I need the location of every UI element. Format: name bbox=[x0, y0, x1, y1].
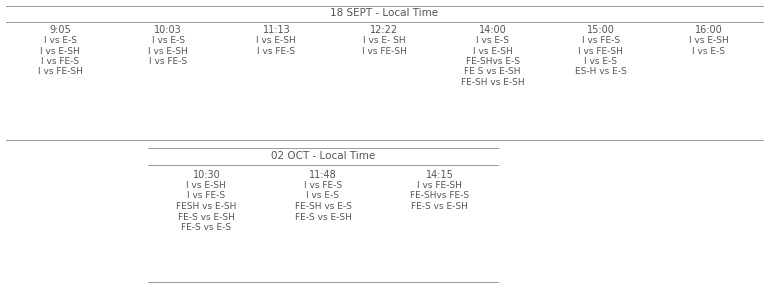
Text: I vs E-S: I vs E-S bbox=[307, 192, 339, 200]
Text: I vs FE-S: I vs FE-S bbox=[258, 46, 295, 56]
Text: I vs E-S: I vs E-S bbox=[44, 36, 77, 45]
Text: I vs E-S: I vs E-S bbox=[692, 46, 725, 56]
Text: FE S vs E-SH: FE S vs E-SH bbox=[464, 67, 521, 77]
Text: 10:30: 10:30 bbox=[192, 170, 220, 180]
Text: I vs FE-SH: I vs FE-SH bbox=[578, 46, 623, 56]
Text: I vs FE-SH: I vs FE-SH bbox=[362, 46, 407, 56]
Text: FE-SH vs E-S: FE-SH vs E-S bbox=[295, 202, 351, 211]
Text: I vs FE-SH: I vs FE-SH bbox=[38, 67, 82, 77]
Text: I vs E-SH: I vs E-SH bbox=[148, 46, 188, 56]
Text: 16:00: 16:00 bbox=[695, 25, 723, 35]
Text: 18 SEPT - Local Time: 18 SEPT - Local Time bbox=[331, 8, 438, 18]
Text: I vs E-SH: I vs E-SH bbox=[473, 46, 512, 56]
Text: I vs FE-SH: I vs FE-SH bbox=[418, 181, 462, 190]
Text: 02 OCT - Local Time: 02 OCT - Local Time bbox=[271, 151, 375, 161]
Text: 14:15: 14:15 bbox=[426, 170, 454, 180]
Text: ES-H vs E-S: ES-H vs E-S bbox=[575, 67, 627, 77]
Text: I vs FE-S: I vs FE-S bbox=[304, 181, 342, 190]
Text: 15:00: 15:00 bbox=[587, 25, 614, 35]
Text: I vs FE-S: I vs FE-S bbox=[581, 36, 620, 45]
Text: FE-S vs E-SH: FE-S vs E-SH bbox=[178, 213, 235, 221]
Text: FESH vs E-SH: FESH vs E-SH bbox=[176, 202, 237, 211]
Text: FE-SHvs FE-S: FE-SHvs FE-S bbox=[410, 192, 469, 200]
Text: I vs FE-S: I vs FE-S bbox=[41, 57, 79, 66]
Text: I vs E-S: I vs E-S bbox=[476, 36, 509, 45]
Text: I vs E-S: I vs E-S bbox=[584, 57, 618, 66]
Text: I vs E-SH: I vs E-SH bbox=[689, 36, 729, 45]
Text: 11:13: 11:13 bbox=[262, 25, 290, 35]
Text: FE-SHvs E-S: FE-SHvs E-S bbox=[466, 57, 520, 66]
Text: FE-SH vs E-SH: FE-SH vs E-SH bbox=[461, 78, 524, 87]
Text: FE-S vs E-SH: FE-S vs E-SH bbox=[411, 202, 468, 211]
Text: 11:48: 11:48 bbox=[309, 170, 337, 180]
Text: 14:00: 14:00 bbox=[479, 25, 507, 35]
Text: FE-S vs E-S: FE-S vs E-S bbox=[181, 223, 231, 232]
Text: 10:03: 10:03 bbox=[155, 25, 182, 35]
Text: I vs E-SH: I vs E-SH bbox=[186, 181, 226, 190]
Text: I vs E-SH: I vs E-SH bbox=[257, 36, 296, 45]
Text: I vs E- SH: I vs E- SH bbox=[363, 36, 406, 45]
Text: I vs FE-S: I vs FE-S bbox=[188, 192, 225, 200]
Text: I vs FE-S: I vs FE-S bbox=[149, 57, 188, 66]
Text: 12:22: 12:22 bbox=[371, 25, 398, 35]
Text: I vs E-SH: I vs E-SH bbox=[40, 46, 80, 56]
Text: I vs E-S: I vs E-S bbox=[151, 36, 185, 45]
Text: 9:05: 9:05 bbox=[49, 25, 71, 35]
Text: FE-S vs E-SH: FE-S vs E-SH bbox=[295, 213, 351, 221]
